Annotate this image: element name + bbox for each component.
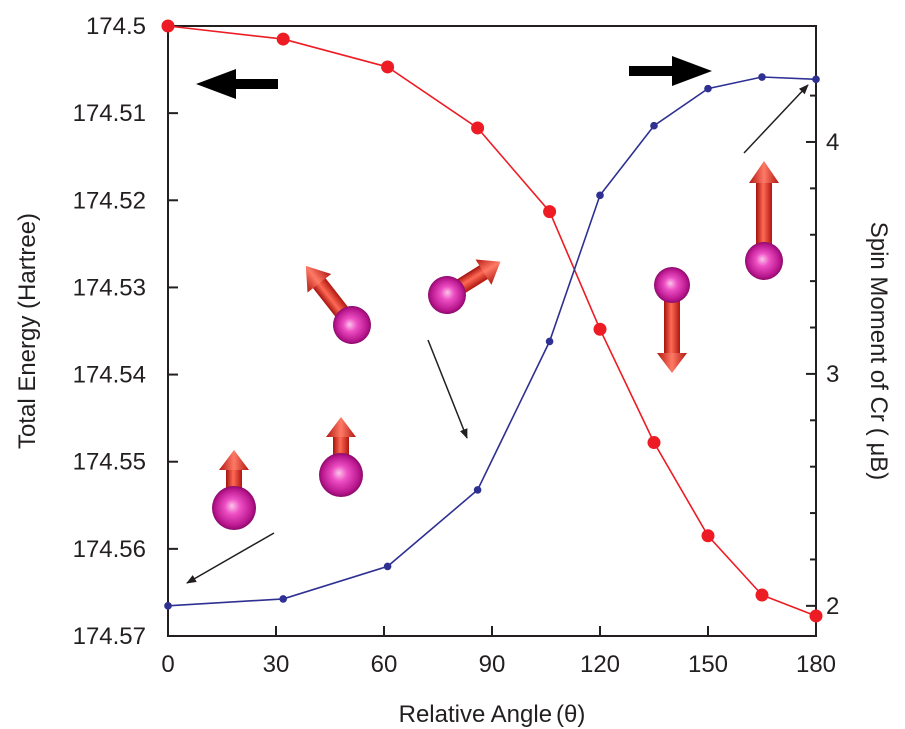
y-right-tick-label: 2 [826, 593, 839, 620]
y-left-tick-label: 174.53 [73, 274, 146, 301]
y-left-tick-label: 174.52 [73, 187, 146, 214]
series-right [164, 73, 820, 610]
y-left-tick-label: 174.55 [73, 449, 146, 476]
x-tick-label: 60 [371, 651, 398, 678]
left-axis-direction-arrow [196, 69, 278, 99]
data-point-right [704, 84, 712, 93]
data-point-right [650, 121, 658, 130]
y-left-tick-label: 174.54 [73, 362, 146, 389]
data-point-left [543, 205, 557, 219]
y-right-axis-title: Spin Moment of Cr( μB) [865, 222, 892, 481]
data-point-left [471, 121, 485, 135]
plot-frame [167, 25, 817, 637]
pointer-arrow-top-right [743, 84, 809, 154]
y-left-tick-label: 174.57 [73, 623, 146, 650]
spin-inset-tilted-left [305, 265, 371, 344]
data-point-right [545, 337, 554, 346]
spin-inset-up-2 [319, 417, 363, 497]
data-point-right [473, 486, 482, 494]
x-tick-label: 120 [580, 651, 620, 678]
data-point-right [383, 562, 392, 571]
pointer-arrow-middle [427, 339, 468, 439]
x-tick-label: 180 [796, 651, 836, 678]
data-point-right [812, 75, 820, 84]
spin-inset-tilted-right [428, 259, 501, 314]
right-axis-direction-arrow [629, 56, 712, 86]
y-left-tick-label: 174.51 [73, 100, 146, 127]
series-layer [161, 19, 823, 623]
data-point-left [276, 32, 290, 46]
x-axis-ticks: 0 30 60 90 120 150 180 [161, 626, 836, 678]
y-left-tick-label: 174.5 [86, 13, 146, 40]
spin-inset-down [654, 267, 690, 373]
data-point-left [809, 609, 823, 623]
data-point-left [647, 436, 661, 450]
data-point-right [596, 191, 604, 200]
x-tick-label: 90 [479, 651, 506, 678]
series-left [161, 19, 823, 623]
series-line-left [167, 25, 817, 617]
data-point-left [755, 588, 769, 602]
data-point-left [381, 60, 395, 74]
x-axis-title: Relative Angle (θ) [399, 701, 586, 728]
x-tick-label: 0 [161, 651, 174, 678]
series-line-right [167, 76, 817, 607]
spin-inset-up-3 [745, 161, 783, 280]
data-point-right [758, 73, 766, 81]
x-tick-label: 30 [263, 651, 290, 678]
data-point-left [701, 529, 715, 543]
data-point-left [161, 19, 175, 33]
data-point-right [164, 602, 172, 610]
y-right-axis-ticks: 2 3 4 [806, 94, 839, 620]
spin-inset-up-1 [212, 450, 256, 530]
y-left-tick-label: 174.56 [73, 536, 146, 563]
y-left-axis-title: Total Energy (Hartree) [14, 213, 41, 449]
y-right-tick-label: 3 [826, 361, 839, 388]
x-tick-label: 150 [688, 651, 728, 678]
pointer-arrow-bottom-left [186, 532, 275, 584]
y-right-tick-label: 4 [826, 129, 839, 156]
data-point-right [279, 595, 288, 603]
y-left-axis-ticks: 174.5 174.51 174.52 174.53 174.54 174.55 174.5… [73, 13, 178, 650]
data-point-left [593, 322, 607, 336]
